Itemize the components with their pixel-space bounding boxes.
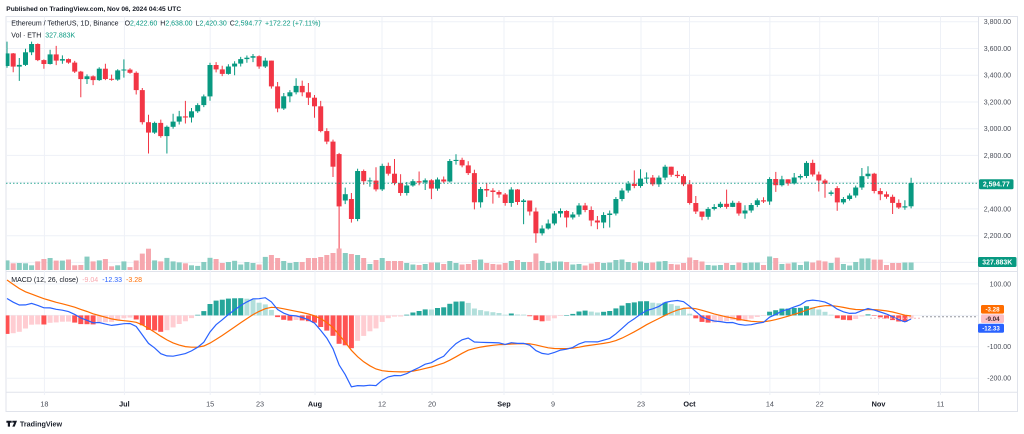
- svg-text:22: 22: [816, 400, 824, 409]
- svg-text:-3.28: -3.28: [985, 307, 1000, 314]
- svg-text:327.883K: 327.883K: [982, 259, 1012, 266]
- svg-text:3,400.00: 3,400.00: [984, 73, 1011, 80]
- svg-text:23: 23: [256, 400, 264, 409]
- svg-text:23: 23: [637, 400, 645, 409]
- svg-text:9: 9: [551, 400, 555, 409]
- svg-text:3,000.00: 3,000.00: [984, 126, 1011, 133]
- svg-text:3,200.00: 3,200.00: [984, 99, 1011, 106]
- svg-text:-9.04: -9.04: [985, 316, 1000, 323]
- svg-text:2,594.77: 2,594.77: [983, 182, 1010, 189]
- svg-text:Ethereum / TetherUS, 1D, Binan: Ethereum / TetherUS, 1D, Binance O2,422.6…: [11, 20, 320, 27]
- svg-text:Jul: Jul: [119, 400, 130, 409]
- svg-text:2,200.00: 2,200.00: [984, 233, 1011, 240]
- svg-text:14: 14: [766, 400, 774, 409]
- svg-text:11: 11: [937, 400, 945, 409]
- svg-text:2,800.00: 2,800.00: [984, 153, 1011, 160]
- svg-text:Nov: Nov: [872, 400, 887, 409]
- svg-text:Oct: Oct: [683, 400, 696, 409]
- svg-text:Aug: Aug: [308, 400, 322, 409]
- svg-text:-12.33: -12.33: [982, 326, 1000, 333]
- svg-text:Sep: Sep: [497, 400, 511, 409]
- svg-text:TradingView: TradingView: [20, 419, 63, 428]
- svg-text:18: 18: [40, 400, 48, 409]
- svg-text:15: 15: [206, 400, 214, 409]
- svg-text:-200.00: -200.00: [987, 376, 1011, 383]
- svg-text:Published on TradingView.com,: Published on TradingView.com, Nov 06, 20…: [6, 6, 181, 13]
- svg-text:-100.00: -100.00: [987, 344, 1011, 351]
- svg-text:100.00: 100.00: [990, 281, 1012, 288]
- svg-text:MACD (12, 26, close)-9.04-12.3: MACD (12, 26, close) -9.04 -12.33 -3.28: [11, 277, 142, 284]
- svg-text:20: 20: [428, 400, 436, 409]
- svg-text:3,800.00: 3,800.00: [984, 19, 1011, 26]
- svg-text:2,400.00: 2,400.00: [984, 206, 1011, 213]
- svg-text:3,600.00: 3,600.00: [984, 46, 1011, 53]
- svg-text:12: 12: [378, 400, 386, 409]
